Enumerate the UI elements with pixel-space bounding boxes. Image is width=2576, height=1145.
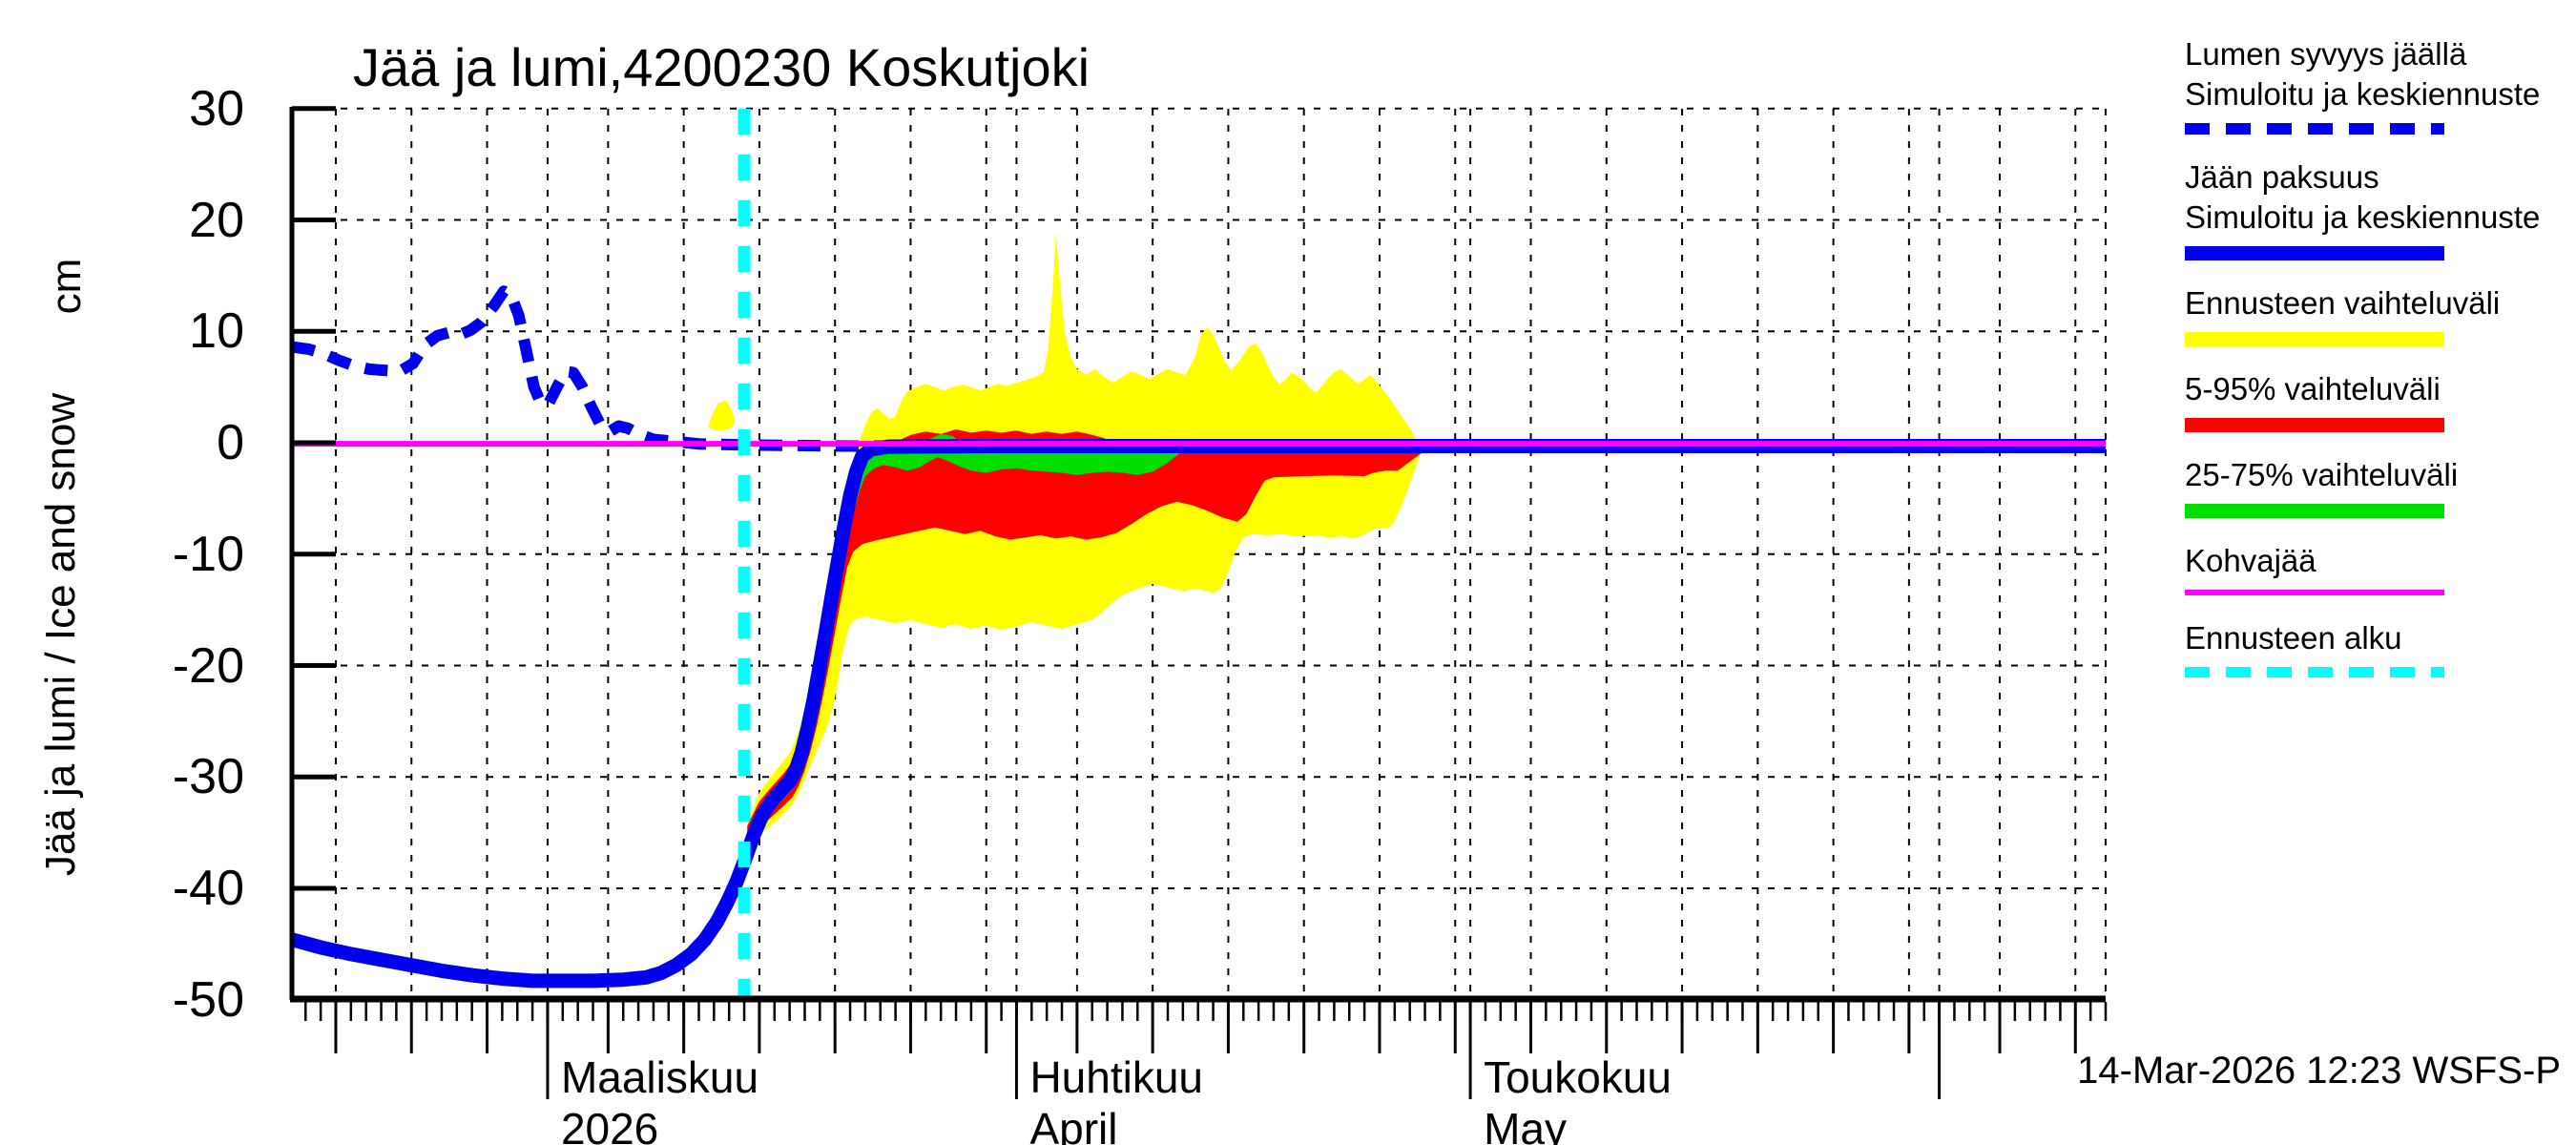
legend-entry: Ennusteen alku xyxy=(2185,618,2557,677)
legend-label: Jään paksuus xyxy=(2185,159,2379,195)
legend-entry: Lumen syvyys jäällä Simuloitu ja keskienn… xyxy=(2185,34,2557,135)
legend-label: Simuloitu ja keskiennuste xyxy=(2185,76,2541,112)
y-tick-label: 10 xyxy=(189,303,244,360)
legend-label: Ennusteen vaihteluväli xyxy=(2185,285,2501,321)
month-name: Maaliskuu xyxy=(560,1052,759,1102)
band-range_25_75 xyxy=(748,433,1183,838)
legend-entry: Ennusteen vaihteluväli xyxy=(2185,283,2557,346)
band-forecast_range_blob xyxy=(708,400,736,431)
legend-line-sample xyxy=(2185,246,2444,260)
y-axis-unit: cm xyxy=(43,258,90,315)
month-name: Toukokuu xyxy=(1484,1052,1672,1102)
chart-title: Jää ja lumi,4200230 Koskutjoki xyxy=(353,37,1091,97)
band-range_5_95 xyxy=(747,429,1423,840)
y-tick-label: -10 xyxy=(172,526,244,582)
y-tick-label: -40 xyxy=(172,861,244,916)
legend-line-sample xyxy=(2185,667,2444,677)
legend-label: Ennusteen alku xyxy=(2185,620,2402,656)
month-subname: April xyxy=(1029,1104,1118,1145)
legend-line-sample xyxy=(2185,332,2444,346)
x-month-label: Maaliskuu 2026 xyxy=(561,1051,758,1145)
month-name: Huhtikuu xyxy=(1029,1052,1203,1102)
month-subname: 2026 xyxy=(560,1104,659,1145)
y-axis-label: Jää ja lumi / Ice and snow xyxy=(37,392,84,877)
legend: Lumen syvyys jäällä Simuloitu ja keskienn… xyxy=(2185,34,2557,700)
y-tick-label: 20 xyxy=(189,192,244,248)
y-tick-label: 30 xyxy=(189,80,244,136)
legend-line-sample xyxy=(2185,504,2444,518)
legend-label: Lumen syvyys jäällä xyxy=(2185,36,2467,72)
legend-entry: 25-75% vaihteluväli xyxy=(2185,455,2557,518)
footer-timestamp: 14-Mar-2026 12:23 WSFS-P xyxy=(2077,1050,2561,1092)
legend-line-sample xyxy=(2185,418,2444,432)
y-tick-label: -50 xyxy=(172,971,244,1028)
legend-entry: Jään paksuus Simuloitu ja keskiennuste xyxy=(2185,157,2557,260)
y-tick-label: -20 xyxy=(172,637,244,694)
y-tick-label: -30 xyxy=(172,749,244,805)
series-snow_depth_on_ice xyxy=(291,285,2106,452)
x-month-label: Toukokuu May xyxy=(1484,1051,1672,1145)
legend-label: Simuloitu ja keskiennuste xyxy=(2185,199,2541,235)
legend-line-sample xyxy=(2185,590,2444,595)
legend-label: 25-75% vaihteluväli xyxy=(2185,457,2459,492)
month-subname: May xyxy=(1484,1104,1567,1145)
legend-label: Kohvajää xyxy=(2185,543,2316,578)
x-month-label: Huhtikuu April xyxy=(1029,1051,1203,1145)
y-tick-label: 0 xyxy=(217,415,244,470)
legend-entry: 5-95% vaihteluväli xyxy=(2185,369,2557,432)
legend-label: 5-95% vaihteluväli xyxy=(2185,371,2441,406)
legend-entry: Kohvajää xyxy=(2185,541,2557,595)
legend-line-sample xyxy=(2185,123,2444,135)
